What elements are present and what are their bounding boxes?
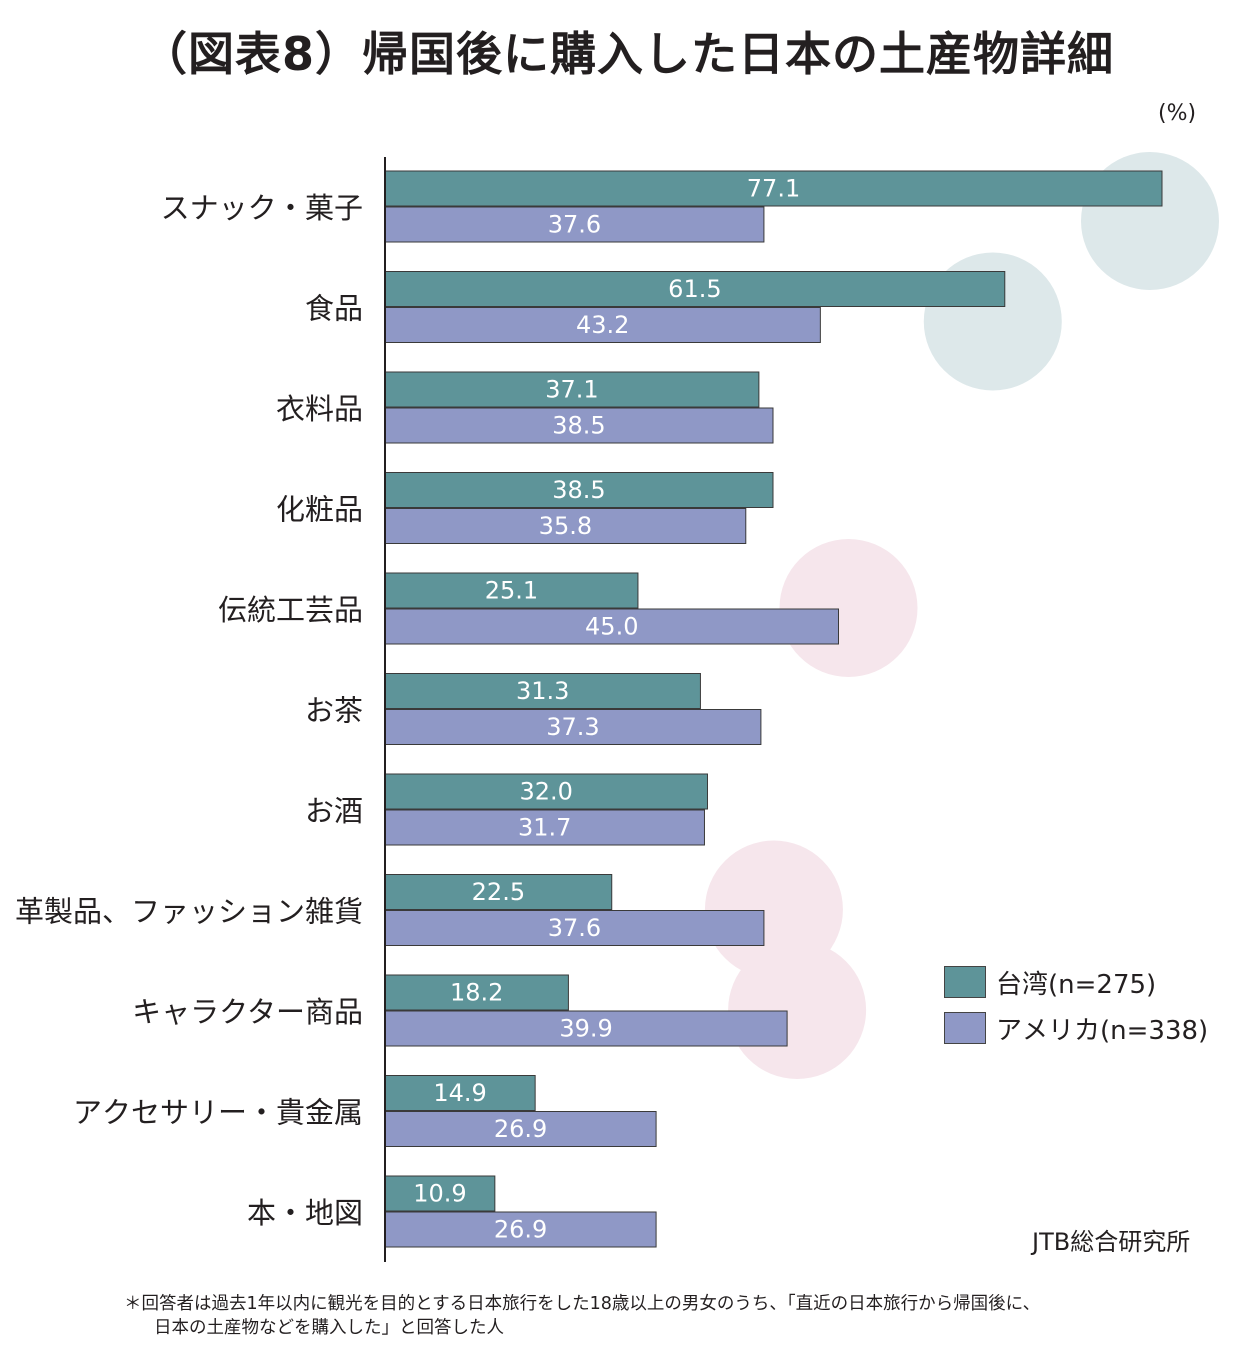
category-label: 革製品、ファッション雑貨 <box>15 895 363 929</box>
value-label: 61.5 <box>668 275 721 303</box>
legend-swatch-taiwan <box>944 966 986 998</box>
value-labels: 77.1 37.6 61.5 43.2 37.1 38.5 38.5 35.8 25.1 45.0… <box>413 175 800 1244</box>
value-label: 77.1 <box>747 175 800 203</box>
value-label: 25.1 <box>485 577 538 605</box>
bar-usa <box>384 508 747 544</box>
value-label: 38.5 <box>552 412 605 440</box>
bar-usa <box>384 809 705 846</box>
category-label: お酒 <box>305 794 363 828</box>
footnote-line-2: 日本の土産物などを購入した」と回答した人 <box>154 1318 504 1338</box>
category-label: アクセサリー・貴金属 <box>73 1096 363 1130</box>
bar-taiwan <box>384 673 701 709</box>
bar-chart: スナック・菓子食品衣料品化粧品伝統工芸品お茶お酒革製品、ファッション雑貨キャラク… <box>15 152 1219 1262</box>
unit-label: (%) <box>1158 101 1197 126</box>
bar-usa <box>384 608 840 645</box>
value-label: 37.3 <box>546 713 599 741</box>
value-label: 37.1 <box>545 376 598 404</box>
bars <box>384 170 1163 1248</box>
bar-usa <box>384 709 762 745</box>
value-label: 38.5 <box>552 476 605 504</box>
category-label: 衣料品 <box>276 392 363 426</box>
value-label: 31.7 <box>518 814 571 842</box>
legend-swatch-usa <box>944 1012 986 1044</box>
legend-label-taiwan: 台湾(n=275) <box>996 970 1157 1000</box>
bar-taiwan <box>384 773 708 810</box>
bar-usa <box>384 407 774 444</box>
category-label: スナック・菓子 <box>161 191 363 225</box>
value-label: 26.9 <box>494 1216 547 1244</box>
value-label: 14.9 <box>433 1079 486 1107</box>
bar-taiwan <box>384 874 613 910</box>
category-label: 本・地図 <box>247 1196 363 1230</box>
value-label: 10.9 <box>413 1180 466 1208</box>
bar-usa <box>384 910 765 946</box>
chart-title: （図表8）帰国後に購入した日本の土産物詳細 <box>140 27 1114 81</box>
category-label: 伝統工芸品 <box>218 593 363 627</box>
highlight-circle-4 <box>728 941 867 1079</box>
value-label: 32.0 <box>520 778 573 806</box>
category-label: お茶 <box>305 694 363 728</box>
bar-taiwan <box>384 974 569 1011</box>
category-label: 化粧品 <box>276 493 363 527</box>
value-label: 18.2 <box>450 979 503 1007</box>
value-label: 37.6 <box>548 211 601 239</box>
value-label: 43.2 <box>576 311 629 339</box>
value-label: 37.6 <box>548 914 601 942</box>
bar-taiwan <box>384 572 639 609</box>
highlight-circle-2 <box>779 539 918 677</box>
bar-taiwan <box>384 472 774 508</box>
legend-label-usa: アメリカ(n=338) <box>996 1016 1209 1046</box>
source-label: JTB総合研究所 <box>1032 1228 1191 1256</box>
category-label: キャラクター商品 <box>132 995 363 1029</box>
value-label: 35.8 <box>539 512 592 540</box>
bar-taiwan <box>384 1175 496 1212</box>
value-label: 45.0 <box>585 613 638 641</box>
value-label: 22.5 <box>472 878 525 906</box>
bar-usa <box>384 1111 657 1147</box>
footnote-line-1: ＊回答者は過去1年以内に観光を目的とする日本旅行をした18歳以上の男女のうち、「… <box>124 1294 1041 1314</box>
category-label: 食品 <box>305 292 363 326</box>
bar-usa <box>384 1010 788 1047</box>
value-label: 31.3 <box>516 677 569 705</box>
value-label: 26.9 <box>494 1115 547 1143</box>
footnote: ＊回答者は過去1年以内に観光を目的とする日本旅行をした18歳以上の男女のうち、「… <box>124 1292 1224 1340</box>
value-label: 39.9 <box>559 1015 612 1043</box>
bar-usa <box>384 1211 657 1248</box>
category-labels: スナック・菓子食品衣料品化粧品伝統工芸品お茶お酒革製品、ファッション雑貨キャラク… <box>15 191 363 1230</box>
